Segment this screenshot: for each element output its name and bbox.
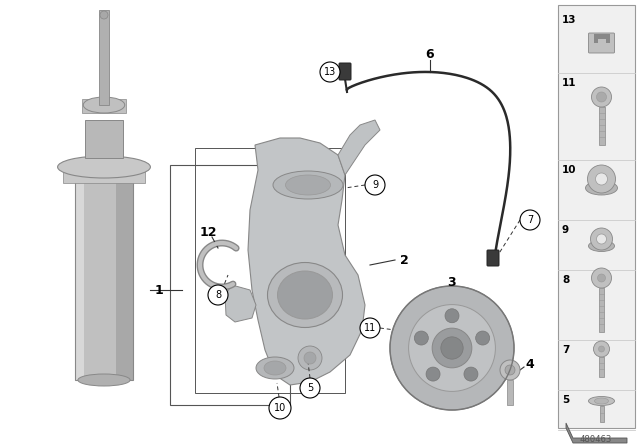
Circle shape	[300, 378, 320, 398]
Text: 8: 8	[215, 290, 221, 300]
Circle shape	[476, 331, 490, 345]
Circle shape	[591, 87, 611, 107]
Text: 3: 3	[448, 276, 456, 289]
Circle shape	[445, 309, 459, 323]
Bar	[82, 99, 126, 113]
Circle shape	[208, 285, 228, 305]
Ellipse shape	[273, 171, 343, 199]
Circle shape	[432, 328, 472, 368]
Bar	[598, 107, 605, 145]
Text: 10: 10	[274, 403, 286, 413]
Text: 480463: 480463	[580, 435, 612, 444]
Circle shape	[591, 228, 612, 250]
Circle shape	[269, 397, 291, 419]
Circle shape	[588, 165, 616, 193]
Ellipse shape	[256, 357, 294, 379]
Circle shape	[593, 341, 609, 357]
Ellipse shape	[58, 156, 150, 178]
Bar	[170, 165, 290, 405]
Bar	[599, 357, 604, 377]
Text: 11: 11	[562, 78, 577, 88]
Bar	[599, 288, 604, 332]
Circle shape	[100, 11, 108, 19]
Text: 11: 11	[364, 323, 376, 333]
Text: 5: 5	[562, 395, 569, 405]
Circle shape	[304, 352, 316, 364]
Bar	[75, 180, 133, 380]
Ellipse shape	[589, 241, 614, 251]
Ellipse shape	[278, 271, 333, 319]
Text: 13: 13	[324, 67, 336, 77]
Bar	[600, 406, 604, 422]
Circle shape	[595, 173, 607, 185]
Circle shape	[591, 268, 611, 288]
Circle shape	[520, 210, 540, 230]
Bar	[593, 34, 598, 43]
Circle shape	[426, 367, 440, 381]
Bar	[99, 10, 109, 105]
Text: 6: 6	[426, 48, 435, 61]
Circle shape	[298, 346, 322, 370]
Bar	[75, 180, 84, 380]
Circle shape	[596, 92, 607, 102]
Circle shape	[414, 331, 428, 345]
Bar	[195, 148, 345, 393]
Ellipse shape	[586, 181, 618, 195]
Circle shape	[320, 62, 340, 82]
Ellipse shape	[83, 97, 125, 113]
Text: 9: 9	[372, 180, 378, 190]
Polygon shape	[338, 120, 380, 175]
Bar	[605, 34, 609, 43]
Circle shape	[408, 305, 495, 392]
Circle shape	[441, 337, 463, 359]
Ellipse shape	[268, 263, 342, 327]
Text: 7: 7	[527, 215, 533, 225]
Bar	[507, 380, 513, 405]
Circle shape	[598, 274, 605, 282]
Text: 1: 1	[155, 284, 163, 297]
FancyBboxPatch shape	[339, 63, 351, 80]
Bar	[558, 5, 635, 428]
Text: 9: 9	[562, 225, 569, 235]
Polygon shape	[225, 285, 256, 322]
Bar	[116, 180, 133, 380]
Text: 4: 4	[525, 358, 534, 371]
Ellipse shape	[285, 175, 330, 195]
Text: 10: 10	[562, 165, 577, 175]
Ellipse shape	[595, 398, 609, 404]
Bar	[63, 165, 145, 183]
Ellipse shape	[78, 374, 130, 386]
Circle shape	[360, 318, 380, 338]
Bar	[85, 120, 123, 158]
Text: 7: 7	[562, 345, 570, 355]
Polygon shape	[248, 138, 365, 385]
Circle shape	[596, 234, 607, 244]
Text: 5: 5	[307, 383, 313, 393]
Bar	[84, 180, 116, 380]
Circle shape	[464, 367, 478, 381]
Polygon shape	[566, 423, 627, 443]
FancyBboxPatch shape	[589, 33, 614, 53]
Circle shape	[390, 286, 514, 410]
Text: 2: 2	[399, 254, 408, 267]
Ellipse shape	[589, 396, 614, 405]
Text: 13: 13	[562, 15, 577, 25]
FancyBboxPatch shape	[487, 250, 499, 266]
Text: 8: 8	[562, 275, 569, 285]
Circle shape	[500, 360, 520, 380]
Text: 12: 12	[199, 225, 217, 238]
Ellipse shape	[264, 361, 286, 375]
Circle shape	[365, 175, 385, 195]
Circle shape	[598, 346, 605, 352]
Bar	[598, 34, 605, 39]
Circle shape	[505, 365, 515, 375]
